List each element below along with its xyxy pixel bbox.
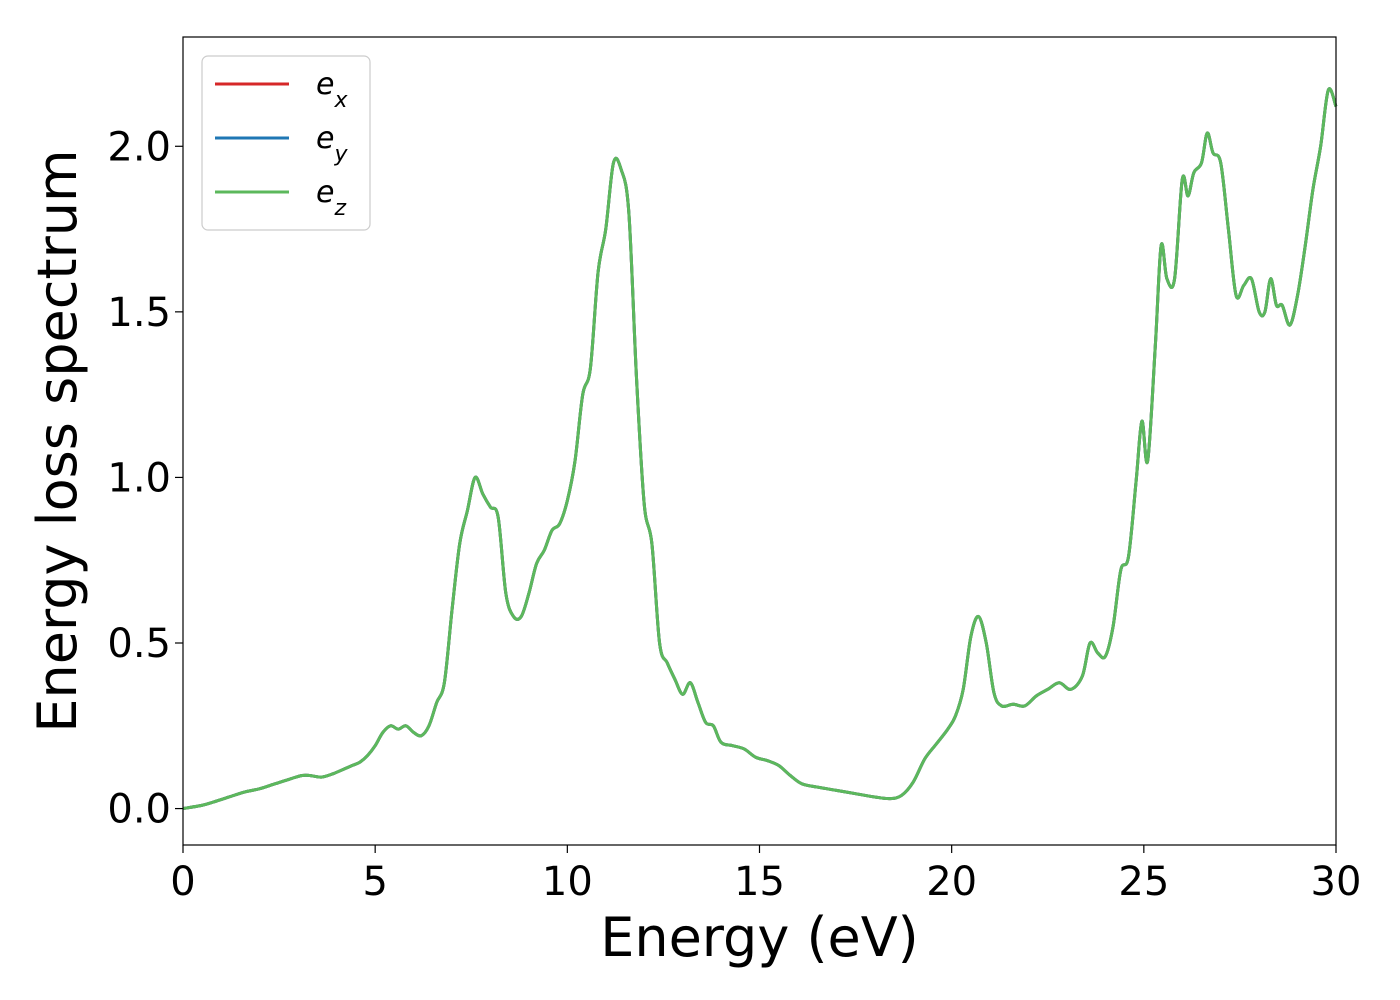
legend-label-subscript: y bbox=[333, 142, 348, 167]
legend-label-base: e bbox=[316, 121, 334, 156]
legend-label-subscript: x bbox=[333, 88, 348, 113]
y-tick-label: 1.0 bbox=[107, 455, 171, 501]
x-tick-label: 30 bbox=[1311, 859, 1362, 905]
x-tick-label: 25 bbox=[1118, 859, 1169, 905]
legend-label: ez bbox=[316, 175, 346, 221]
y-tick-label: 0.0 bbox=[107, 787, 171, 833]
legend-label-base: e bbox=[316, 67, 334, 102]
x-axis: 0 5 10 15 20 25 30 bbox=[170, 845, 1361, 905]
legend-label: ey bbox=[316, 121, 348, 167]
legend-box bbox=[201, 55, 371, 231]
x-tick-label: 20 bbox=[926, 859, 977, 905]
legend-label-subscript: z bbox=[333, 196, 346, 221]
y-tick-label: 0.5 bbox=[107, 621, 171, 667]
x-tick-label: 0 bbox=[170, 859, 195, 905]
series-line-e-z bbox=[182, 87, 1338, 811]
x-axis-label: Energy (eV) bbox=[600, 906, 919, 969]
legend-label-base: e bbox=[316, 175, 334, 210]
y-axis: 0.0 0.5 1.0 1.5 2.0 bbox=[107, 124, 183, 833]
y-tick-label: 2.0 bbox=[107, 124, 171, 170]
x-tick-label: 15 bbox=[734, 859, 785, 905]
legend-label: ex bbox=[316, 67, 348, 113]
y-tick-label: 1.5 bbox=[107, 290, 171, 336]
y-axis-label: Energy loss spectrum bbox=[26, 149, 89, 732]
x-tick-label: 5 bbox=[362, 859, 387, 905]
series-lines bbox=[182, 87, 1338, 811]
x-tick-label: 10 bbox=[542, 859, 593, 905]
